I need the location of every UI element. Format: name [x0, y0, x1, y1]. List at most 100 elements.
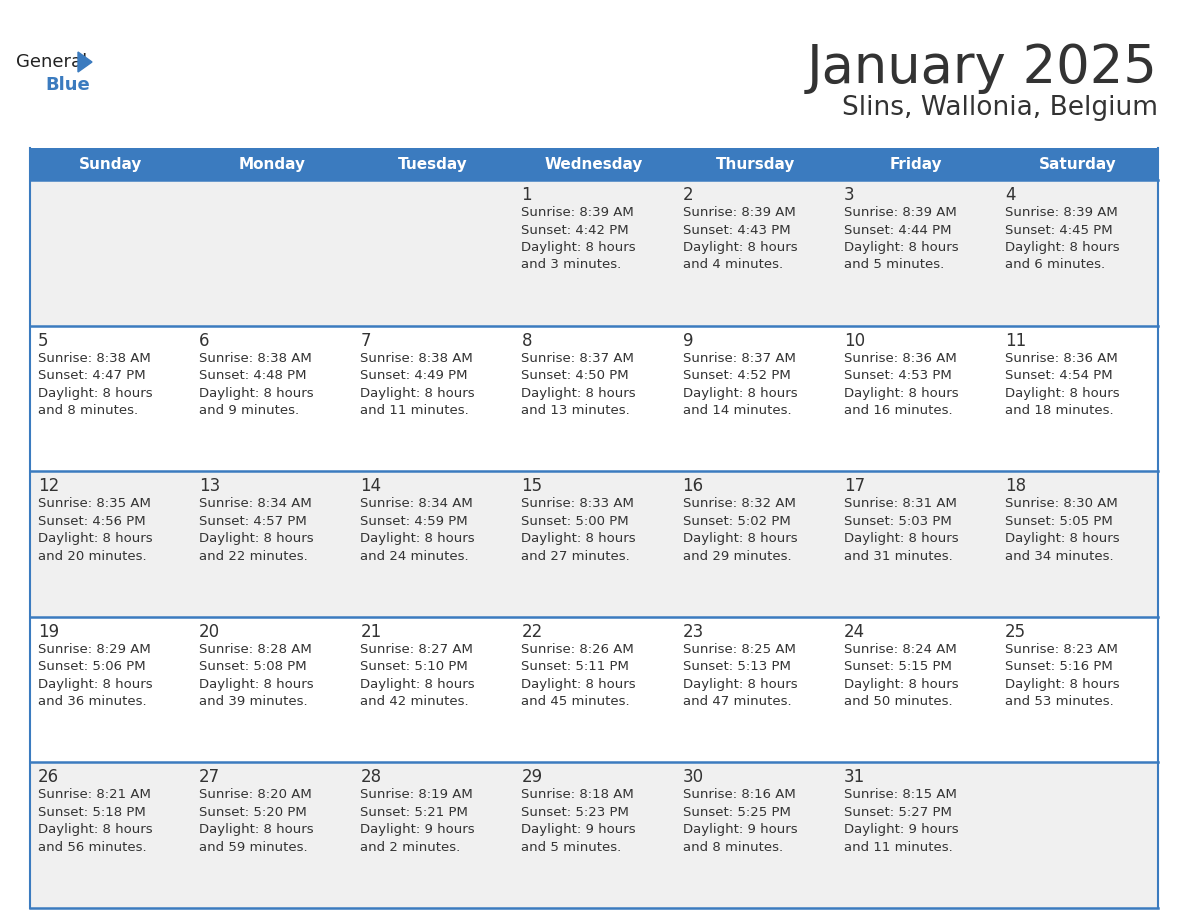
Text: and 9 minutes.: and 9 minutes. [200, 404, 299, 417]
Text: Daylight: 8 hours: Daylight: 8 hours [843, 386, 959, 399]
Text: and 8 minutes.: and 8 minutes. [683, 841, 783, 854]
Text: 7: 7 [360, 331, 371, 350]
Bar [30, 763, 1158, 908]
Text: Sunset: 5:23 PM: Sunset: 5:23 PM [522, 806, 630, 819]
Text: 17: 17 [843, 477, 865, 495]
Text: and 18 minutes.: and 18 minutes. [1005, 404, 1113, 417]
Text: Daylight: 9 hours: Daylight: 9 hours [522, 823, 636, 836]
Text: Sunset: 5:13 PM: Sunset: 5:13 PM [683, 660, 790, 673]
Text: Monday: Monday [239, 156, 305, 172]
Text: 13: 13 [200, 477, 221, 495]
Text: Sunrise: 8:38 AM: Sunrise: 8:38 AM [38, 352, 151, 364]
Text: 11: 11 [1005, 331, 1026, 350]
Text: 27: 27 [200, 768, 220, 787]
Text: Sunset: 4:56 PM: Sunset: 4:56 PM [38, 515, 146, 528]
Text: Daylight: 8 hours: Daylight: 8 hours [38, 532, 152, 545]
Text: Daylight: 8 hours: Daylight: 8 hours [522, 386, 636, 399]
Text: Sunrise: 8:39 AM: Sunrise: 8:39 AM [522, 206, 634, 219]
Text: 21: 21 [360, 622, 381, 641]
Text: Tuesday: Tuesday [398, 156, 468, 172]
Text: Daylight: 9 hours: Daylight: 9 hours [360, 823, 475, 836]
Text: Sunset: 5:20 PM: Sunset: 5:20 PM [200, 806, 307, 819]
Text: Sunrise: 8:39 AM: Sunrise: 8:39 AM [1005, 206, 1118, 219]
Text: Daylight: 8 hours: Daylight: 8 hours [360, 386, 475, 399]
Text: Sunrise: 8:39 AM: Sunrise: 8:39 AM [683, 206, 795, 219]
Text: and 4 minutes.: and 4 minutes. [683, 259, 783, 272]
Text: Sunrise: 8:35 AM: Sunrise: 8:35 AM [38, 498, 151, 510]
Text: Sunset: 4:45 PM: Sunset: 4:45 PM [1005, 223, 1112, 237]
Text: Sunset: 5:15 PM: Sunset: 5:15 PM [843, 660, 952, 673]
Text: 22: 22 [522, 622, 543, 641]
Text: 5: 5 [38, 331, 49, 350]
Bar [30, 180, 1158, 326]
Text: 15: 15 [522, 477, 543, 495]
Text: 8: 8 [522, 331, 532, 350]
Text: Blue: Blue [45, 76, 90, 94]
Polygon shape [78, 52, 91, 72]
Text: Daylight: 8 hours: Daylight: 8 hours [200, 386, 314, 399]
Text: Sunrise: 8:15 AM: Sunrise: 8:15 AM [843, 789, 956, 801]
Text: Sunset: 5:02 PM: Sunset: 5:02 PM [683, 515, 790, 528]
Text: Sunrise: 8:38 AM: Sunrise: 8:38 AM [200, 352, 312, 364]
Text: and 59 minutes.: and 59 minutes. [200, 841, 308, 854]
Text: January 2025: January 2025 [807, 42, 1158, 94]
Text: 12: 12 [38, 477, 59, 495]
Text: 20: 20 [200, 622, 220, 641]
Text: 24: 24 [843, 622, 865, 641]
Text: Sunset: 4:49 PM: Sunset: 4:49 PM [360, 369, 468, 382]
Text: Sunset: 5:11 PM: Sunset: 5:11 PM [522, 660, 630, 673]
Text: and 5 minutes.: and 5 minutes. [522, 841, 621, 854]
Text: Sunset: 4:47 PM: Sunset: 4:47 PM [38, 369, 146, 382]
Text: Sunrise: 8:39 AM: Sunrise: 8:39 AM [843, 206, 956, 219]
Text: Daylight: 8 hours: Daylight: 8 hours [683, 532, 797, 545]
Text: and 34 minutes.: and 34 minutes. [1005, 550, 1113, 563]
Text: 14: 14 [360, 477, 381, 495]
Text: Daylight: 9 hours: Daylight: 9 hours [843, 823, 959, 836]
Text: Daylight: 8 hours: Daylight: 8 hours [1005, 386, 1119, 399]
Text: Daylight: 8 hours: Daylight: 8 hours [683, 677, 797, 691]
Text: Daylight: 8 hours: Daylight: 8 hours [360, 532, 475, 545]
Text: Wednesday: Wednesday [545, 156, 643, 172]
Text: Daylight: 8 hours: Daylight: 8 hours [1005, 532, 1119, 545]
Text: 2: 2 [683, 186, 693, 204]
Text: Slins, Wallonia, Belgium: Slins, Wallonia, Belgium [842, 95, 1158, 121]
Text: Daylight: 8 hours: Daylight: 8 hours [522, 532, 636, 545]
Text: 19: 19 [38, 622, 59, 641]
Text: Sunset: 4:43 PM: Sunset: 4:43 PM [683, 223, 790, 237]
Text: and 50 minutes.: and 50 minutes. [843, 695, 953, 709]
Bar [30, 471, 1158, 617]
Text: 18: 18 [1005, 477, 1026, 495]
Text: Sunrise: 8:26 AM: Sunrise: 8:26 AM [522, 643, 634, 655]
Text: Sunset: 4:48 PM: Sunset: 4:48 PM [200, 369, 307, 382]
Text: Sunrise: 8:24 AM: Sunrise: 8:24 AM [843, 643, 956, 655]
Text: Sunrise: 8:23 AM: Sunrise: 8:23 AM [1005, 643, 1118, 655]
Text: Sunrise: 8:16 AM: Sunrise: 8:16 AM [683, 789, 795, 801]
Text: Sunset: 5:06 PM: Sunset: 5:06 PM [38, 660, 146, 673]
Text: Daylight: 8 hours: Daylight: 8 hours [200, 532, 314, 545]
Text: 3: 3 [843, 186, 854, 204]
Text: 30: 30 [683, 768, 703, 787]
Text: Sunrise: 8:38 AM: Sunrise: 8:38 AM [360, 352, 473, 364]
Text: Sunrise: 8:31 AM: Sunrise: 8:31 AM [843, 498, 956, 510]
Text: Sunset: 4:59 PM: Sunset: 4:59 PM [360, 515, 468, 528]
Text: and 22 minutes.: and 22 minutes. [200, 550, 308, 563]
Text: Sunrise: 8:37 AM: Sunrise: 8:37 AM [683, 352, 796, 364]
Text: Daylight: 8 hours: Daylight: 8 hours [843, 532, 959, 545]
Text: Daylight: 8 hours: Daylight: 8 hours [38, 677, 152, 691]
Text: Sunset: 4:44 PM: Sunset: 4:44 PM [843, 223, 952, 237]
Text: Sunrise: 8:30 AM: Sunrise: 8:30 AM [1005, 498, 1118, 510]
Text: and 24 minutes.: and 24 minutes. [360, 550, 469, 563]
Text: 23: 23 [683, 622, 703, 641]
Text: Sunrise: 8:34 AM: Sunrise: 8:34 AM [200, 498, 312, 510]
Text: Daylight: 8 hours: Daylight: 8 hours [683, 241, 797, 254]
Text: Sunset: 5:16 PM: Sunset: 5:16 PM [1005, 660, 1113, 673]
Text: Sunset: 5:03 PM: Sunset: 5:03 PM [843, 515, 952, 528]
Text: Sunset: 4:50 PM: Sunset: 4:50 PM [522, 369, 630, 382]
Text: Sunset: 4:53 PM: Sunset: 4:53 PM [843, 369, 952, 382]
Text: Sunset: 4:52 PM: Sunset: 4:52 PM [683, 369, 790, 382]
Bar [30, 326, 1158, 471]
Text: Daylight: 9 hours: Daylight: 9 hours [683, 823, 797, 836]
Text: and 31 minutes.: and 31 minutes. [843, 550, 953, 563]
Text: Sunrise: 8:32 AM: Sunrise: 8:32 AM [683, 498, 796, 510]
Text: Sunrise: 8:20 AM: Sunrise: 8:20 AM [200, 789, 312, 801]
